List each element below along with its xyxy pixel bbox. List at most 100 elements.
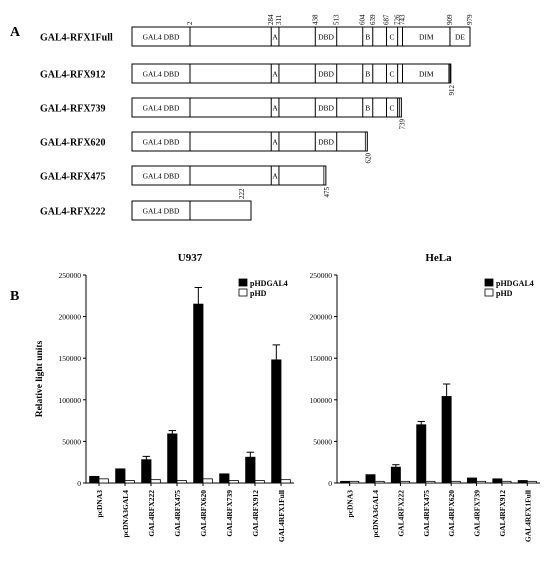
bar-pHD xyxy=(400,480,410,484)
category-label: GAL4RFX222 xyxy=(147,490,156,537)
bar-pHD xyxy=(176,480,187,484)
bar-pHDGAL4 xyxy=(340,480,351,484)
y-tick-label: 100000 xyxy=(310,396,333,405)
domain-label: DIM xyxy=(419,33,434,42)
bar-pHD xyxy=(202,478,213,484)
category-label: pcDNA3 xyxy=(95,490,104,518)
residue-label: 2 xyxy=(186,21,194,25)
domain-label: DE xyxy=(455,33,465,42)
bar-pHD xyxy=(98,478,109,484)
category-label: GAL4RFX475 xyxy=(422,490,431,537)
category-label: GAL4RFX620 xyxy=(447,490,456,537)
domain-label: GAL4 DBD xyxy=(143,33,180,42)
bar-pHD xyxy=(254,480,265,484)
domain-label: GAL4 DBD xyxy=(143,172,180,181)
category-label: GAL4RFX739 xyxy=(473,490,482,537)
domain-label: B xyxy=(365,70,370,79)
bar-pHDGAL4 xyxy=(89,475,100,484)
construct-name: GAL4-RFX620 xyxy=(40,138,106,149)
bar-pHDGAL4 xyxy=(517,480,528,484)
bar-pHDGAL4 xyxy=(390,466,401,484)
y-tick-label: 200000 xyxy=(310,313,333,322)
domain-label: C xyxy=(390,70,395,79)
category-label: GAL4RFX912 xyxy=(498,490,507,537)
bar-pHDGAL4 xyxy=(271,359,282,484)
y-tick-label: 0 xyxy=(77,479,81,488)
domain-label: B xyxy=(365,33,370,42)
residue-label: 311 xyxy=(275,14,283,25)
domain-label: C xyxy=(390,104,395,113)
construct-bar xyxy=(131,165,327,186)
category-label: GAL4RFX620 xyxy=(199,490,208,537)
residue-label: 513 xyxy=(333,14,341,25)
bar-pHD xyxy=(476,480,487,484)
bar-pHD xyxy=(526,480,537,484)
residue-label: 475 xyxy=(323,187,331,198)
residue-label: 739 xyxy=(398,119,406,130)
construct-name: GAL4-RFX222 xyxy=(40,207,106,218)
domain-label: A xyxy=(272,172,278,181)
residue-label: 284 xyxy=(267,14,275,25)
y-tick-label: 150000 xyxy=(59,354,82,363)
bar-pHDGAL4 xyxy=(492,478,503,484)
legend-swatch xyxy=(484,278,494,287)
construct-name: GAL4-RFX1Full xyxy=(40,33,113,44)
residue-label: 909 xyxy=(446,14,454,25)
bar-pHDGAL4 xyxy=(193,303,204,484)
residue-label: 222 xyxy=(238,188,246,199)
construct-bar xyxy=(131,97,402,118)
bar-pHDGAL4 xyxy=(245,456,256,484)
bar-pHD xyxy=(450,480,461,484)
panel-label-b: B xyxy=(10,289,19,304)
bar-pHDGAL4 xyxy=(115,468,126,484)
category-label: GAL4RFX912 xyxy=(251,490,260,537)
residue-label: 639 xyxy=(369,14,377,25)
residue-label: 912 xyxy=(448,85,456,96)
residue-label: 726 xyxy=(394,14,402,25)
legend-label: pHD xyxy=(250,289,267,298)
bar-pHDGAL4 xyxy=(441,396,452,484)
domain-label: A xyxy=(272,33,278,42)
construct-name: GAL4-RFX475 xyxy=(40,172,106,183)
bar-pHD xyxy=(228,480,239,484)
domain-label: GAL4 DBD xyxy=(143,138,180,147)
domain-label: DBD xyxy=(318,33,334,42)
domain-label: DBD xyxy=(318,138,334,147)
y-axis-label: Relative light units xyxy=(35,340,45,417)
legend-swatch xyxy=(238,288,248,297)
bar-pHD xyxy=(124,480,135,484)
category-label: pcDNA3GAL4 xyxy=(371,490,380,538)
construct-bar xyxy=(131,131,368,152)
construct-diagram: GAL4-RFX1Full GAL4 DBD A DBD B C DIM DE 2 284 311 4… xyxy=(40,14,474,221)
domain-label: GAL4 DBD xyxy=(143,104,180,113)
category-label: pcDNA3 xyxy=(346,490,355,518)
y-tick-label: 0 xyxy=(328,479,332,488)
y-tick-label: 150000 xyxy=(310,354,333,363)
domain-label: A xyxy=(272,70,278,79)
bar-pHD xyxy=(280,479,291,484)
domain-label: B xyxy=(365,104,370,113)
legend-swatch xyxy=(238,278,248,287)
legend-label: pHD xyxy=(496,289,513,298)
category-label: GAL4RFX475 xyxy=(173,490,182,537)
domain-label: C xyxy=(390,33,395,42)
category-label: GAL4RFX1Full xyxy=(277,490,286,542)
bar-pHD xyxy=(150,479,161,484)
construct-name: GAL4-RFX739 xyxy=(40,104,106,115)
chart-hela: HeLa 0 50000 100000 150000 200000 250000 pcDNA3… xyxy=(310,252,540,542)
bar-pHDGAL4 xyxy=(141,459,152,484)
bar-pHD xyxy=(425,480,436,484)
y-tick-label: 250000 xyxy=(310,271,333,280)
construct-bar xyxy=(131,63,452,84)
chart-title: HeLa xyxy=(425,252,452,264)
bar-pHD xyxy=(374,480,385,484)
residue-label: 620 xyxy=(364,153,372,164)
category-label: pcDNA3GAL4 xyxy=(121,490,130,538)
construct-name: GAL4-RFX912 xyxy=(40,70,106,81)
bar-pHDGAL4 xyxy=(416,424,427,484)
residue-label: 438 xyxy=(311,14,319,25)
residue-label: 979 xyxy=(466,14,474,25)
y-tick-label: 50000 xyxy=(313,437,332,446)
bar-pHD xyxy=(349,480,360,484)
